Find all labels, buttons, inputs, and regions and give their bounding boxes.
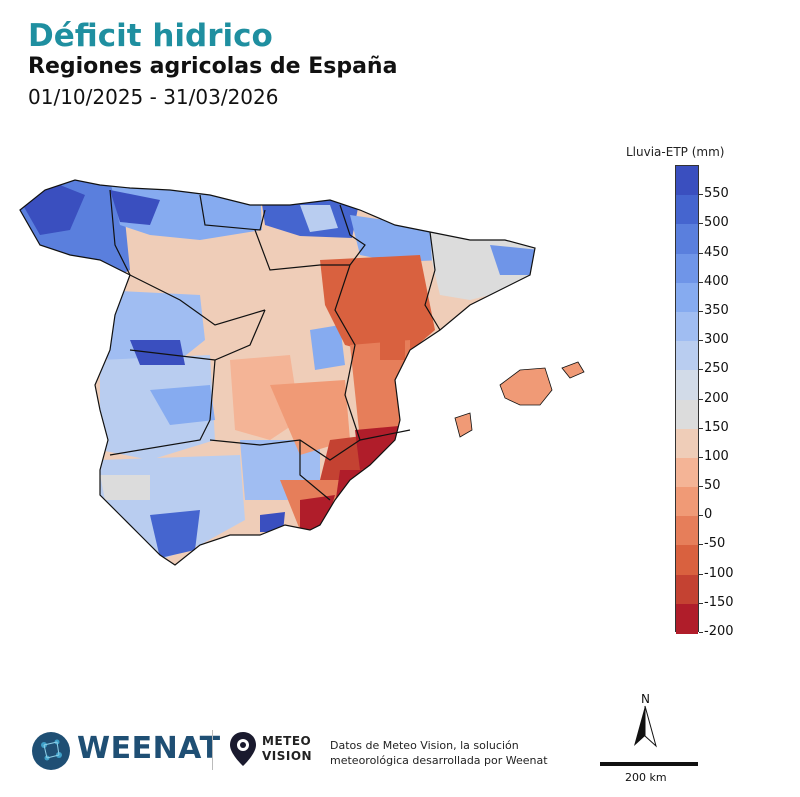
legend-tick bbox=[699, 544, 703, 546]
data-credit: Datos de Meteo Vision, la solución meteo… bbox=[330, 738, 548, 768]
legend-tick bbox=[699, 369, 703, 371]
legend-tick bbox=[699, 427, 703, 429]
legend-label: 550 bbox=[704, 186, 729, 202]
legend-tick bbox=[699, 515, 703, 517]
north-label: N bbox=[641, 692, 650, 706]
legend-tick bbox=[699, 340, 703, 342]
legend-tick bbox=[699, 252, 703, 254]
scale-bar bbox=[600, 762, 698, 766]
scale-label: 200 km bbox=[625, 771, 667, 784]
legend-label: 200 bbox=[704, 390, 729, 406]
legend-tick bbox=[699, 456, 703, 458]
north-arrow-icon bbox=[634, 705, 657, 748]
legend-label: 450 bbox=[704, 244, 729, 260]
legend-swatch bbox=[676, 253, 698, 284]
legend-tick bbox=[699, 310, 703, 312]
legend-swatch bbox=[676, 603, 698, 634]
legend-tick bbox=[699, 223, 703, 225]
legend-swatch bbox=[676, 311, 698, 342]
legend-swatch bbox=[676, 282, 698, 313]
meteo-vision-line1: METEO bbox=[262, 734, 312, 748]
credit-line1: Datos de Meteo Vision, la solución bbox=[330, 739, 519, 752]
map-title: Déficit hidrico bbox=[28, 18, 273, 54]
legend-label: 400 bbox=[704, 273, 729, 289]
legend-label: 50 bbox=[704, 478, 721, 494]
legend-swatch bbox=[676, 370, 698, 400]
weenat-globe-icon bbox=[32, 732, 70, 770]
legend-swatch bbox=[676, 224, 698, 255]
map-subtitle: Regiones agricolas de España bbox=[28, 54, 398, 79]
meteo-vision-pin-icon bbox=[230, 732, 256, 766]
region-borders bbox=[19, 179, 536, 566]
legend-swatch bbox=[676, 341, 698, 371]
legend-swatch bbox=[676, 457, 698, 488]
legend-tick bbox=[699, 632, 703, 633]
meteo-vision-line2: VISION bbox=[262, 749, 313, 763]
legend-label: 350 bbox=[704, 302, 729, 318]
legend-title: Lluvia-ETP (mm) bbox=[626, 145, 725, 159]
legend-swatch bbox=[676, 166, 698, 196]
legend-swatch bbox=[676, 195, 698, 225]
legend-label: 500 bbox=[704, 215, 729, 231]
legend-label: 0 bbox=[704, 507, 713, 523]
legend-label: 150 bbox=[704, 419, 729, 435]
legend-label: -150 bbox=[704, 594, 734, 610]
legend-tick bbox=[699, 573, 703, 575]
legend-swatch bbox=[676, 487, 698, 517]
legend-label: -50 bbox=[704, 536, 726, 552]
meteo-vision-logo-text: METEO VISION bbox=[262, 734, 312, 764]
legend-swatch bbox=[676, 574, 698, 605]
legend-tick bbox=[699, 398, 703, 400]
region-fills bbox=[20, 180, 535, 565]
credit-line2: meteorológica desarrollada por Weenat bbox=[330, 754, 548, 767]
legend-label: -100 bbox=[704, 565, 734, 581]
balearic-islands bbox=[454, 361, 585, 438]
legend-swatch bbox=[676, 399, 698, 430]
legend-tick bbox=[699, 194, 703, 196]
legend-tick bbox=[699, 486, 703, 488]
legend-tick bbox=[699, 602, 703, 604]
legend-colorbar bbox=[675, 165, 699, 634]
legend-swatch bbox=[676, 545, 698, 576]
legend-label: 100 bbox=[704, 448, 729, 464]
legend-swatch bbox=[676, 428, 698, 459]
legend-label: 250 bbox=[704, 361, 729, 377]
legend-swatch bbox=[676, 516, 698, 546]
legend-label: -200 bbox=[704, 624, 734, 639]
weenat-brand: WEENAT bbox=[77, 731, 221, 766]
legend-label: 300 bbox=[704, 332, 729, 348]
date-range: 01/10/2025 - 31/03/2026 bbox=[28, 85, 279, 109]
legend-tick bbox=[699, 281, 703, 283]
footer-divider bbox=[212, 730, 213, 770]
